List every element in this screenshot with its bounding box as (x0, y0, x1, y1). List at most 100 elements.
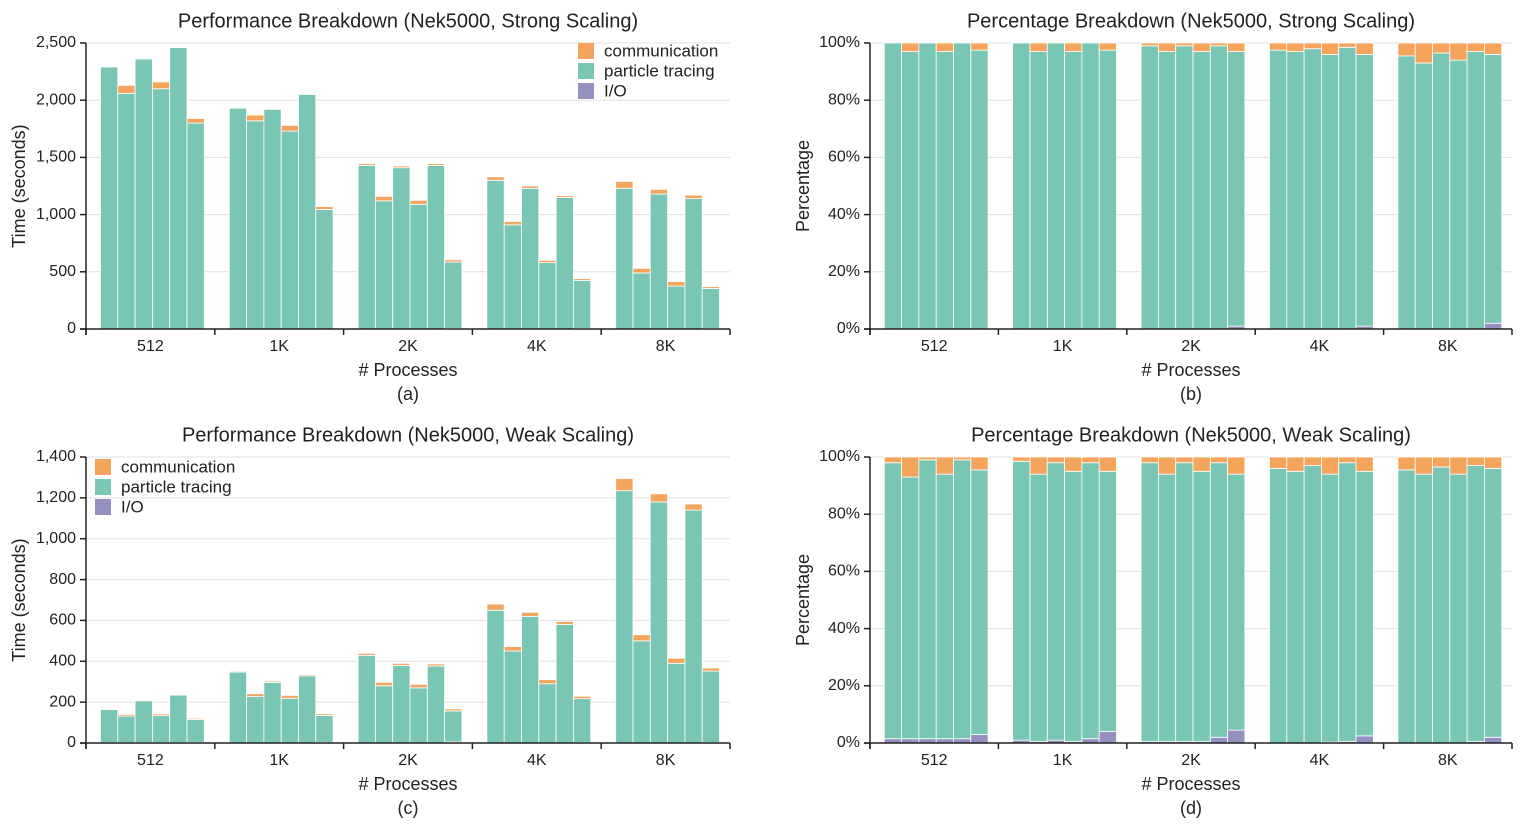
bar-segment-particle-tracing (521, 187, 540, 330)
bar-segment-communication (1269, 42, 1288, 51)
bar-segment-particle-tracing (1303, 465, 1322, 744)
bar-segment-communication (1303, 456, 1322, 466)
panel-caption: (b) (1180, 384, 1202, 404)
bar-segment-particle-tracing (1414, 62, 1433, 330)
bar-segment-communication (426, 663, 445, 667)
bar-segment-communication (1466, 42, 1485, 52)
bar-segment-communication (1484, 42, 1503, 55)
bar-segment-communication (486, 603, 505, 611)
bar-segment-communication (1192, 42, 1211, 52)
bar-segment-communication (186, 717, 205, 720)
bar-segment-communication (538, 259, 557, 264)
panel-caption: (d) (1180, 798, 1202, 818)
bar-segment-particle-tracing (374, 685, 394, 744)
bar-segment-particle-tracing (1064, 51, 1083, 330)
bar-segment-particle-tracing (1098, 49, 1117, 330)
bar-segment-particle-tracing (486, 179, 505, 330)
bar-segment-communication (1064, 42, 1083, 52)
bar-segment-communication (392, 662, 411, 666)
bar-segment-communication (649, 189, 668, 195)
bar-segment-particle-tracing (1140, 462, 1159, 742)
bar-segment-communication (970, 456, 989, 471)
chart-title: Percentage Breakdown (Nek5000, Strong Sc… (967, 10, 1415, 32)
bar-segment-io (970, 734, 989, 744)
x-tick-label: 4K (527, 338, 547, 355)
bar-segment-communication (1064, 456, 1083, 472)
bar-segment-communication (1081, 456, 1100, 464)
bar-segment-particle-tracing (280, 130, 299, 330)
bar-segment-particle-tracing (263, 108, 282, 330)
bar-segment-particle-tracing (503, 650, 522, 744)
legend-label: communication (604, 41, 718, 60)
bar-segment-particle-tracing (1140, 45, 1159, 330)
bar-segment-particle-tracing (953, 42, 972, 330)
bar-segment-particle-tracing (357, 654, 376, 744)
bar-segment-particle-tracing (426, 665, 445, 744)
bar-segment-particle-tracing (503, 224, 522, 330)
y-tick-label: 800 (49, 571, 76, 588)
bar-segment-particle-tracing (573, 698, 592, 743)
bar-segment-particle-tracing (1046, 462, 1066, 741)
bar-segment-particle-tracing (1355, 470, 1374, 737)
y-tick-label: 400 (49, 653, 76, 670)
bar-segment-io (1209, 736, 1229, 744)
bar-segment-particle-tracing (117, 715, 136, 743)
bar-segment-particle-tracing (918, 42, 937, 330)
bar-segment-communication (392, 165, 411, 169)
bar-segment-communication (117, 714, 136, 717)
bar-segment-particle-tracing (134, 700, 153, 743)
bar-segment-particle-tracing (1466, 51, 1485, 330)
legend-label: I/O (604, 81, 627, 100)
bar-segment-communication (1303, 42, 1322, 50)
legend-swatch-io (95, 499, 111, 515)
bar-segment-particle-tracing (1484, 54, 1503, 324)
bar-segment-communication (901, 42, 920, 52)
bar-segment-communication (573, 695, 592, 700)
bar-segment-particle-tracing (684, 509, 703, 744)
y-tick-label: 1,400 (36, 448, 76, 465)
bar-segment-particle-tracing (615, 187, 634, 330)
bar-segment-particle-tracing (649, 193, 668, 330)
bar-segment-communication (134, 699, 153, 702)
y-tick-label: 1,000 (36, 206, 76, 223)
y-axis-label: Time (seconds) (9, 124, 29, 247)
x-tick-label: 4K (1310, 338, 1330, 355)
bar-segment-particle-tracing (1192, 51, 1211, 330)
bar-segment-particle-tracing (1098, 470, 1117, 732)
bar-segment-communication (503, 646, 522, 652)
bar-segment-communication (100, 708, 119, 710)
x-tick-label: 8K (656, 752, 676, 769)
y-tick-label: 1,500 (36, 149, 76, 166)
legend-swatch-io (578, 83, 594, 99)
bar-segment-particle-tracing (1286, 51, 1305, 330)
bar-segment-communication (667, 281, 686, 287)
bar-segment-particle-tracing (684, 198, 703, 330)
y-tick-label: 200 (49, 693, 76, 710)
bar-segment-particle-tracing (1432, 52, 1451, 330)
bar-segment-communication (1098, 42, 1117, 51)
bar-segment-particle-tracing (1449, 473, 1468, 744)
bar-segment-communication (444, 259, 463, 263)
bar-segment-communication (280, 695, 299, 699)
bar-segment-communication (935, 456, 954, 475)
x-tick-label: 4K (527, 752, 547, 769)
bar-segment-particle-tracing (521, 615, 540, 744)
bar-segment-particle-tracing (970, 49, 989, 330)
bar-segment-communication (374, 681, 394, 687)
bar-segment-particle-tracing (555, 624, 574, 744)
bar-segment-particle-tracing (298, 94, 317, 330)
bar-segment-particle-tracing (1269, 468, 1288, 744)
bar-segment-particle-tracing (1338, 462, 1357, 742)
bar-segment-particle-tracing (169, 694, 188, 743)
bar-segment-particle-tracing (315, 715, 334, 743)
bar-segment-io (1484, 736, 1503, 744)
x-tick-label: 2K (1181, 752, 1201, 769)
bar-segment-particle-tracing (1449, 59, 1468, 330)
bar-segment-particle-tracing (151, 715, 171, 743)
bar-segment-particle-tracing (1227, 51, 1246, 327)
bar-segment-communication (374, 195, 394, 202)
bar-segment-particle-tracing (970, 469, 989, 735)
bar-segment-particle-tracing (374, 200, 394, 330)
bar-segment-particle-tracing (538, 262, 557, 330)
